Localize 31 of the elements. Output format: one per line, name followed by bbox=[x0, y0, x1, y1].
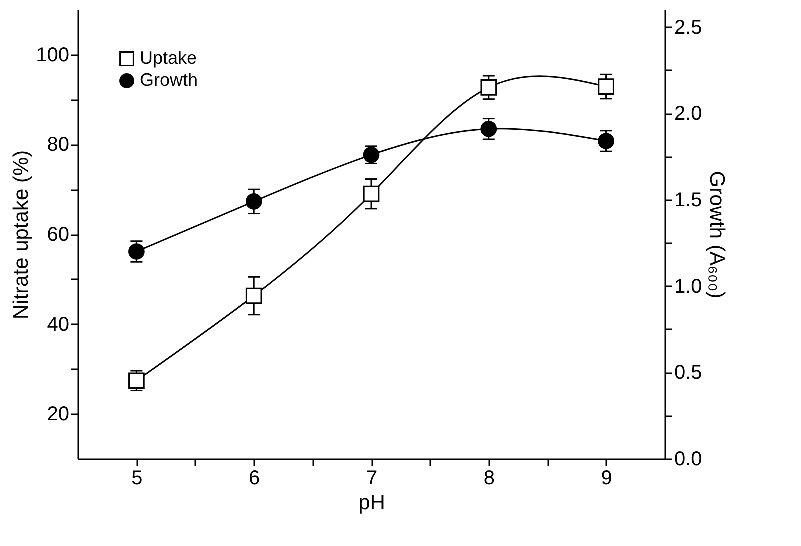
legend-label: Growth bbox=[140, 70, 198, 90]
point bbox=[128, 372, 145, 390]
point bbox=[480, 80, 498, 96]
y-tick-label: 60 bbox=[47, 224, 70, 246]
x-tick-label: 6 bbox=[249, 468, 260, 490]
y2-tick-label: 2.5 bbox=[674, 16, 702, 39]
y2-tick-label: 0.5 bbox=[674, 362, 702, 384]
y2-axis-title: Growth (A₆₀₀) bbox=[705, 171, 728, 299]
y-axis-title: Nitrate uptake (%) bbox=[10, 150, 34, 320]
x-tick-label: 5 bbox=[132, 468, 143, 490]
point bbox=[598, 133, 614, 150]
x-tick-label: 8 bbox=[484, 468, 495, 490]
x-tick-label: 9 bbox=[601, 468, 612, 490]
point bbox=[246, 288, 262, 304]
y-tick-label: 40 bbox=[47, 314, 70, 336]
point bbox=[363, 146, 380, 164]
y2-tick-label: 2.0 bbox=[674, 103, 702, 126]
point bbox=[480, 121, 498, 138]
legend-label: Uptake bbox=[140, 48, 198, 68]
y-tick-label: 100 bbox=[36, 44, 70, 66]
y-tick-label: 20 bbox=[47, 404, 70, 426]
point bbox=[363, 186, 380, 202]
y2-tick-label: 1.0 bbox=[674, 276, 702, 298]
y2-tick-label: 1.5 bbox=[674, 189, 702, 212]
point bbox=[246, 194, 262, 210]
y2-tick-label: 0.0 bbox=[674, 448, 702, 470]
y-tick-label: 80 bbox=[47, 134, 70, 156]
x-tick-label: 7 bbox=[366, 468, 378, 490]
x-axis-title: pH bbox=[358, 492, 386, 514]
point bbox=[128, 244, 145, 260]
point bbox=[598, 78, 614, 95]
